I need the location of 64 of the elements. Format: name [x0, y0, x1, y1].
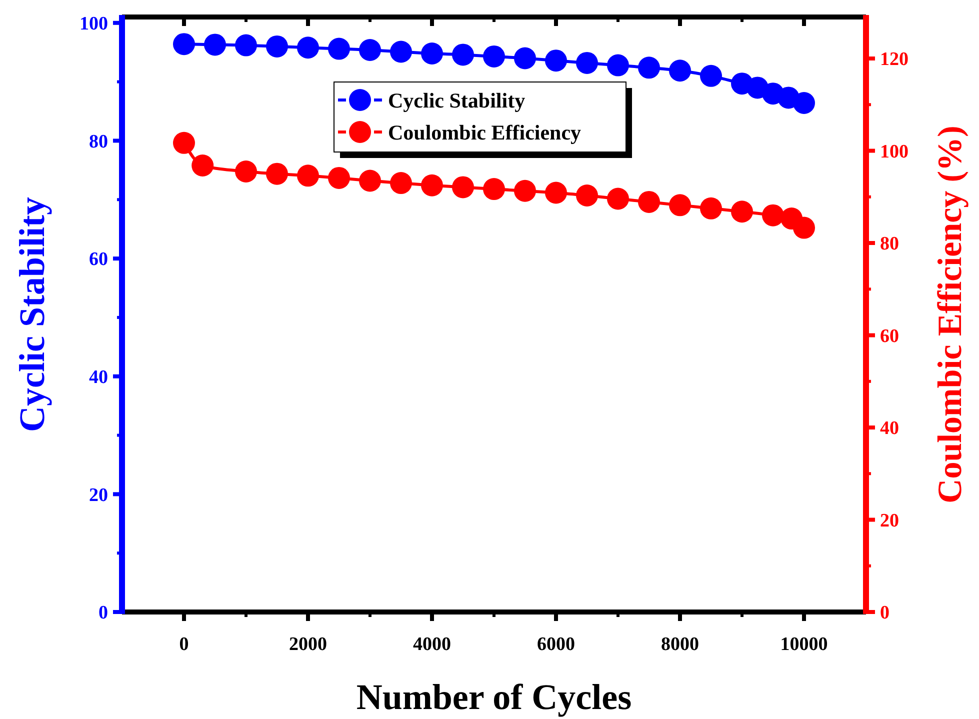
point — [266, 162, 288, 185]
y-axis-title: Cyclic Stability — [12, 197, 52, 432]
point — [669, 194, 691, 216]
point — [266, 35, 288, 58]
x-axis-title: Number of Cycles — [356, 677, 632, 717]
y2-tick-label: 40 — [880, 418, 899, 440]
point — [545, 182, 567, 204]
y-tick-label: 20 — [89, 484, 108, 506]
y2-axis-title: Coulombic Efficiency (%) — [932, 126, 969, 504]
point — [390, 172, 412, 194]
point — [173, 132, 195, 154]
point — [235, 160, 257, 183]
x-tick-label: 10000 — [780, 634, 828, 655]
point — [607, 188, 629, 210]
y2-tick-label: 100 — [880, 141, 908, 162]
y-tick-label: 100 — [80, 14, 108, 35]
point — [793, 92, 815, 114]
y2-tick-label: 60 — [880, 326, 899, 347]
legend-label: Coulombic Efficiency — [388, 120, 582, 144]
point — [421, 42, 443, 65]
point — [638, 56, 660, 79]
point — [297, 164, 319, 187]
point — [204, 34, 226, 56]
y-tick-label: 0 — [98, 602, 108, 624]
point — [514, 47, 536, 70]
y-tick-label: 80 — [89, 131, 108, 152]
point — [297, 36, 319, 59]
point — [545, 50, 567, 72]
y2-tick-label: 120 — [880, 49, 908, 70]
point — [359, 38, 381, 61]
y-tick-label: 40 — [89, 367, 108, 388]
x-tick-label: 8000 — [661, 634, 699, 655]
point — [576, 52, 598, 74]
point — [235, 34, 257, 56]
point — [514, 180, 536, 202]
point — [638, 190, 660, 213]
point — [700, 197, 722, 220]
point — [421, 174, 443, 196]
y2-tick-label: 0 — [880, 602, 890, 624]
point — [762, 204, 784, 226]
point — [452, 44, 474, 66]
x-tick-label: 6000 — [537, 634, 575, 655]
point — [483, 178, 505, 200]
y2-tick-label: 20 — [880, 510, 899, 532]
point — [359, 170, 381, 192]
point — [576, 184, 598, 206]
point — [390, 40, 412, 63]
point — [328, 166, 350, 189]
point — [452, 176, 474, 198]
point — [669, 60, 691, 82]
point — [607, 54, 629, 76]
y2-tick-label: 80 — [880, 234, 899, 255]
point — [700, 64, 722, 87]
point — [731, 200, 753, 223]
y-tick-label: 60 — [89, 249, 108, 270]
point — [793, 216, 815, 239]
point — [328, 38, 350, 60]
legend-label: Cyclic Stability — [388, 88, 526, 112]
x-tick-label: 0 — [179, 634, 189, 655]
point — [483, 45, 505, 68]
x-tick-label: 4000 — [413, 634, 451, 655]
point — [192, 154, 214, 177]
x-tick-label: 2000 — [289, 634, 327, 655]
point — [173, 33, 195, 56]
